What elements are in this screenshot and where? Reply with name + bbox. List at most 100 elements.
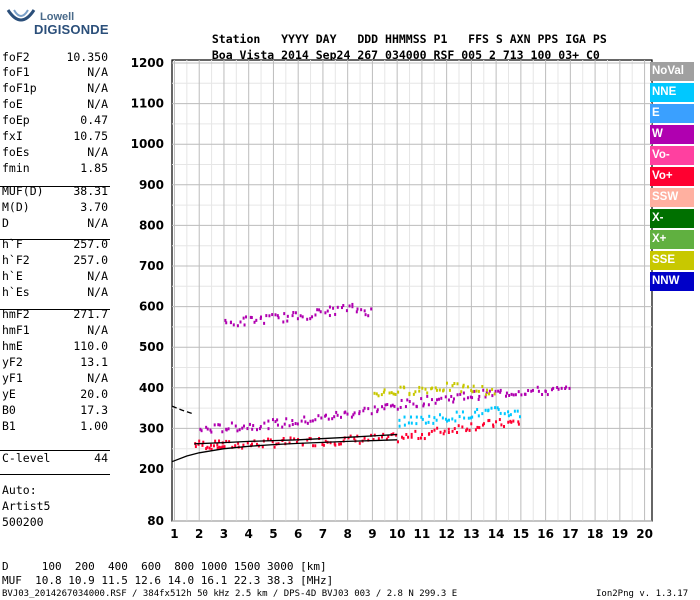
trace-echo [491,394,494,398]
trace-echo [512,393,515,397]
trace-echo [482,388,485,392]
y-tick-label: 700 [139,259,164,273]
footer-row-value: 10.8 [28,574,62,587]
header-value-ddd: 267 [357,48,379,62]
trace-echo [234,444,237,448]
trace-echo [477,414,480,418]
trace-echo [385,437,388,441]
trace-echo [418,385,421,389]
digisonde-logo-icon [6,9,36,22]
legend-item-x-: X+ [650,230,694,249]
trace-echo [370,433,373,437]
trace-echo [476,425,479,429]
trace-echo [485,388,488,392]
trace-echo [420,415,423,419]
trace-echo [388,391,391,395]
trace-echo [442,388,445,392]
trace-echo [318,308,321,312]
param-row-fof2: foF2 10.350 [2,49,108,65]
trace-echo [291,314,294,318]
trace-echo [457,424,460,428]
trace-echo [446,419,449,423]
trace-echo [269,438,272,442]
trace-echo [391,403,394,407]
trace-echo [390,391,393,395]
trace-echo [293,437,296,441]
param-key: foEp [2,113,30,127]
trace-echo [450,394,453,398]
trace-echo [418,389,421,393]
parameter-panel: foF2 10.350 foF1 N/A foF1p N/A foE N/A foEp 0.47 f… [0,0,112,540]
legend-item-e: E [650,104,694,123]
param-row-b0: B0 17.3 [2,402,108,418]
trace-echo [415,415,418,419]
header-label-yyyy: YYYY [281,32,309,46]
trace-echo [466,396,469,400]
param-key: B1 [2,419,16,433]
trace-echo [256,428,259,432]
trace-echo [346,412,349,416]
trace-echo [499,388,502,392]
header-value-axn: 713 [502,48,524,62]
trace-echo [295,440,298,444]
trace-echo [347,436,350,440]
trace-echo [513,409,516,413]
trace-echo [550,388,553,392]
y-tick-label: 1200 [131,56,164,70]
trace-echo [296,317,299,321]
y-tick-label: 400 [139,381,164,395]
trace-echo [516,409,519,413]
trace-echo [327,417,330,421]
trace-echo [421,417,424,421]
trace-echo [470,388,473,392]
trace-echo [372,438,375,442]
trace-echo [367,407,370,411]
param-key: yF2 [2,355,23,369]
trace-echo [200,429,203,433]
param-key: hmF2 [2,307,30,321]
trace-echo [414,429,417,433]
x-tick-label: 15 [513,527,530,541]
trace-echo [432,421,435,425]
trace-echo [471,396,474,400]
footer-row-value: 14.0 [161,574,195,587]
trace-echo [494,406,497,410]
trace-echo [466,385,469,389]
trace-echo [478,426,481,430]
x-tick-label: 11 [414,527,431,541]
trace-echo [492,423,495,427]
trace-echo [301,443,304,447]
trace-echo [485,390,488,394]
trace-echo [459,392,462,396]
param-value: N/A [87,65,108,79]
trace-echo [363,436,366,440]
param-value: N/A [87,216,108,230]
trace-echo [541,392,544,396]
trace-echo [319,310,322,314]
trace-echo [213,423,216,427]
legend-item-sse: SSE [650,251,694,270]
trace-echo [239,320,242,324]
param-row-foes: foEs N/A [2,144,108,160]
param-row-h-e: h`E N/A [2,268,108,284]
trace-echo [268,314,271,318]
trace-echo [410,432,413,436]
trace-echo [546,393,549,397]
trace-echo [344,410,347,414]
x-tick-label: 4 [245,527,253,541]
trace-echo [421,433,424,437]
trace-echo [477,389,480,393]
param-value: N/A [87,81,108,95]
trace-echo [250,316,253,320]
trace-echo [460,390,463,394]
trace-echo [376,410,379,414]
y-tick-label: 300 [139,421,164,435]
trace-echo [447,431,450,435]
trace-echo [447,418,450,422]
trace-echo [273,445,276,449]
param-key: foF2 [2,50,30,64]
trace-echo [206,445,209,449]
trace-echo [392,392,395,396]
trace-echo [400,398,403,402]
